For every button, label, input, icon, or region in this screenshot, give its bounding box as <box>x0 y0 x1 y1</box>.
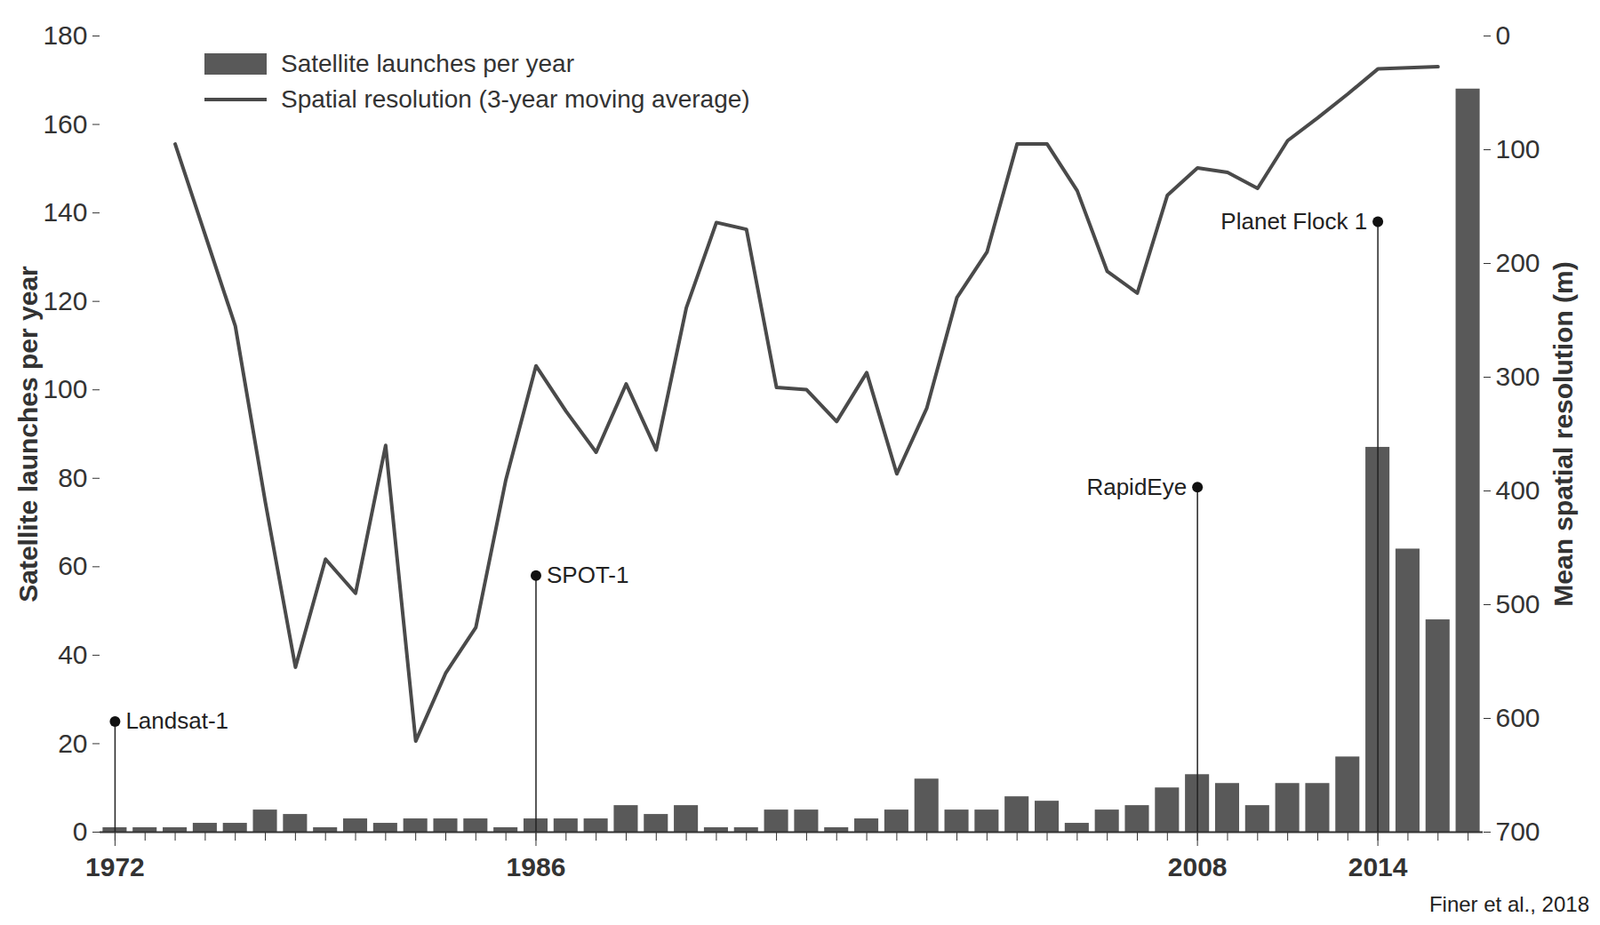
svg-text:60: 60 <box>57 551 88 581</box>
html-text:Finer et al., 2018: Finer et al., 2018 <box>1429 892 1590 917</box>
svg-text:400: 400 <box>1496 475 1541 505</box>
svg-text:Planet Flock 1: Planet Flock 1 <box>1220 208 1368 235</box>
svg-text:80: 80 <box>57 463 88 493</box>
svg-text:700: 700 <box>1496 816 1541 847</box>
svg-text:0: 0 <box>1496 20 1512 50</box>
svg-text:1972: 1972 <box>85 852 145 882</box>
svg-text:500: 500 <box>1496 589 1541 619</box>
svg-text:100: 100 <box>1496 134 1541 164</box>
html-text:Spatial resolution (3-year mov: Spatial resolution (3-year moving averag… <box>280 85 750 113</box>
svg-text:600: 600 <box>1496 703 1541 733</box>
svg-text:SPOT-1: SPOT-1 <box>546 561 629 589</box>
svg-text:200: 200 <box>1496 248 1541 278</box>
svg-text:20: 20 <box>57 728 88 759</box>
svg-text:Mean spatial resolution (m): Mean spatial resolution (m) <box>1548 261 1578 607</box>
svg-text:140: 140 <box>42 197 88 227</box>
svg-text:RapidEye: RapidEye <box>1086 473 1187 501</box>
svg-text:180: 180 <box>42 20 88 50</box>
svg-text:1986: 1986 <box>506 852 567 882</box>
svg-text:0: 0 <box>72 816 88 847</box>
svg-text:Landsat-1: Landsat-1 <box>125 707 229 735</box>
svg-text:160: 160 <box>42 109 88 139</box>
svg-text:120: 120 <box>42 286 88 316</box>
svg-text:40: 40 <box>57 640 88 670</box>
html-text:Satellite launches per year: Satellite launches per year <box>280 49 575 78</box>
svg-text:2008: 2008 <box>1168 852 1228 882</box>
svg-text:300: 300 <box>1496 361 1541 392</box>
svg-text:2014: 2014 <box>1348 852 1408 882</box>
svg-text:Satellite launches per year: Satellite launches per year <box>13 265 43 603</box>
svg-text:100: 100 <box>42 374 88 404</box>
